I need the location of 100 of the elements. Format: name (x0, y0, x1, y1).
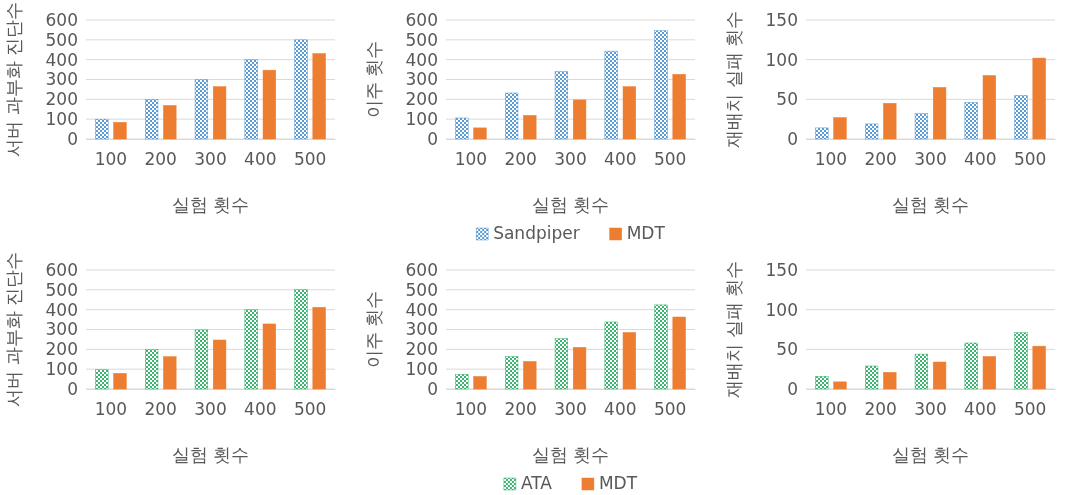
bar (914, 353, 929, 390)
x-tick-label: 400 (604, 149, 637, 170)
y-tick-label: 0 (787, 378, 798, 399)
bar (883, 103, 897, 140)
bar (194, 79, 209, 140)
y-tick-label: 0 (427, 128, 438, 149)
bar (294, 39, 308, 140)
x-tick-label: 400 (244, 399, 277, 420)
x-tick-label: 100 (814, 149, 848, 170)
x-tick-label: 300 (194, 399, 227, 420)
bar (312, 307, 326, 390)
x-tick-label: 100 (454, 149, 488, 170)
y-tick-label: 200 (405, 339, 438, 360)
bar (194, 329, 209, 390)
x-tick-label: 400 (604, 399, 637, 420)
y-tick-label: 600 (45, 259, 78, 280)
bar (982, 75, 996, 140)
y-tick-label: 100 (405, 109, 438, 130)
bar (604, 321, 618, 390)
y-axis-title: 이주 횟수 (363, 40, 384, 119)
x-tick-label: 200 (144, 149, 177, 170)
x-tick-label: 400 (964, 149, 997, 170)
x-tick-label: 500 (1013, 399, 1047, 420)
y-axis-title: 재배치 실패 횟수 (723, 10, 744, 149)
bar (1032, 345, 1046, 390)
x-tick-label: 200 (144, 399, 177, 420)
bar (212, 339, 227, 390)
bar (964, 102, 978, 140)
bar (244, 59, 258, 140)
x-tick-label: 300 (914, 149, 947, 170)
y-tick-label: 500 (405, 29, 438, 50)
legend-label: MDT (598, 473, 638, 493)
bar (604, 50, 618, 140)
y-tick-label: 300 (405, 69, 438, 90)
bar (212, 86, 227, 140)
x-axis-title: 실험 횟수 (891, 444, 970, 465)
bar (95, 369, 109, 390)
bar (622, 86, 636, 140)
y-tick-label: 600 (405, 259, 438, 280)
y-tick-label: 0 (787, 128, 798, 149)
bar (473, 127, 487, 140)
x-tick-label: 400 (244, 149, 277, 170)
y-tick-label: 0 (67, 378, 78, 399)
y-tick-label: 600 (45, 9, 78, 30)
y-tick-label: 400 (45, 49, 78, 70)
y-tick-label: 200 (405, 89, 438, 110)
x-tick-label: 100 (454, 399, 488, 420)
x-axis-title: 실험 횟수 (891, 194, 970, 215)
bar (145, 99, 159, 140)
legend-label: Sandpiper (493, 223, 580, 243)
legend-label: ATA (520, 473, 553, 493)
x-tick-label: 500 (653, 149, 687, 170)
bar (672, 316, 686, 390)
bar (932, 87, 947, 140)
x-tick-label: 500 (293, 399, 327, 420)
bar (654, 30, 668, 140)
x-axis-title: 실험 횟수 (171, 194, 250, 215)
bar (163, 105, 177, 140)
x-tick-label: 500 (1013, 149, 1047, 170)
y-tick-label: 0 (67, 128, 78, 149)
bar (654, 304, 668, 390)
bar (294, 289, 308, 390)
x-tick-label: 200 (504, 399, 537, 420)
x-tick-label: 200 (504, 149, 537, 170)
y-axis-title: 재배치 실패 횟수 (723, 260, 744, 399)
y-tick-label: 400 (405, 49, 438, 70)
y-tick-label: 150 (765, 9, 798, 30)
y-tick-label: 100 (45, 359, 78, 380)
bar (473, 376, 487, 390)
x-tick-label: 500 (293, 149, 327, 170)
x-tick-label: 100 (814, 399, 848, 420)
y-tick-label: 100 (45, 109, 78, 130)
bar (572, 99, 587, 140)
bar (113, 373, 127, 390)
y-tick-label: 100 (765, 49, 798, 70)
legend-label: MDT (626, 223, 666, 243)
y-tick-label: 200 (45, 89, 78, 110)
x-axis-title: 실험 횟수 (531, 444, 610, 465)
bar (95, 118, 109, 140)
x-tick-label: 200 (864, 149, 897, 170)
bar (833, 117, 847, 140)
bar (964, 342, 978, 390)
y-axis-title: 서버 과부화 진단수 (3, 1, 24, 158)
y-axis-title: 이주 횟수 (363, 290, 384, 369)
y-tick-label: 500 (405, 279, 438, 300)
bar (865, 123, 879, 140)
x-tick-label: 300 (554, 149, 587, 170)
bar (505, 356, 519, 390)
bar (163, 356, 177, 390)
bar (312, 53, 326, 140)
bar (815, 127, 829, 140)
x-axis-title: 실험 횟수 (171, 444, 250, 465)
y-tick-label: 0 (427, 378, 438, 399)
bar (262, 323, 276, 390)
x-tick-label: 400 (964, 399, 997, 420)
x-tick-label: 200 (864, 399, 897, 420)
bar (932, 361, 947, 390)
y-tick-label: 500 (45, 29, 78, 50)
x-tick-label: 100 (94, 149, 128, 170)
bar (554, 71, 569, 140)
